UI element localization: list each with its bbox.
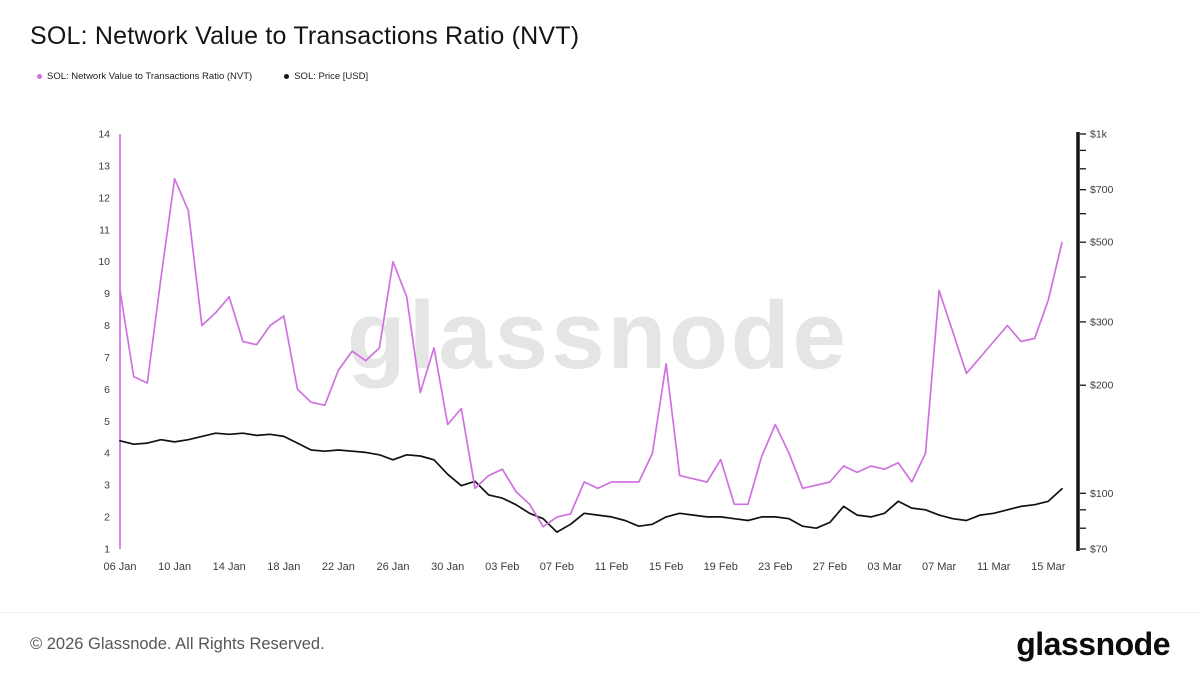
x-axis-tick-label: 11 Feb bbox=[595, 561, 628, 573]
right-axis-tick-label: $300 bbox=[1090, 316, 1114, 328]
x-axis-tick-label: 23 Feb bbox=[758, 561, 792, 573]
left-axis-tick-label: 11 bbox=[99, 224, 110, 236]
left-axis-tick-label: 10 bbox=[98, 256, 110, 268]
legend-item-price[interactable]: SOL: Price [USD] bbox=[284, 71, 368, 82]
left-axis-tick-label: 6 bbox=[104, 384, 110, 396]
x-axis-tick-label: 11 Mar bbox=[977, 561, 1011, 573]
left-axis-tick-label: 9 bbox=[104, 288, 110, 300]
legend-label-price: SOL: Price [USD] bbox=[294, 71, 369, 82]
left-axis-tick-label: 1 bbox=[104, 544, 110, 556]
right-axis-tick-label: $70 bbox=[1090, 544, 1108, 556]
nvt-series-line[interactable] bbox=[119, 177, 1063, 528]
legend-item-nvt[interactable]: SOL: Network Value to Transactions Ratio… bbox=[37, 71, 252, 82]
left-axis-tick-label: 2 bbox=[104, 512, 110, 524]
right-axis-tick-label: $500 bbox=[1090, 237, 1114, 249]
right-axis-tick-label: $700 bbox=[1090, 184, 1114, 196]
glassnode-watermark: glassnode bbox=[347, 282, 849, 389]
copyright-text: © 2026 Glassnode. All Rights Reserved. bbox=[30, 634, 325, 653]
legend-label-nvt: SOL: Network Value to Transactions Ratio… bbox=[47, 71, 253, 82]
x-axis-tick-label: 03 Feb bbox=[485, 561, 519, 573]
left-axis-tick-label: 14 bbox=[98, 129, 110, 141]
left-axis-tick-label: 8 bbox=[104, 320, 110, 332]
glassnode-logo: glassnode bbox=[1016, 625, 1170, 662]
right-axis-tick-label: $1k bbox=[1090, 129, 1108, 141]
left-axis-tick-label: 5 bbox=[104, 416, 110, 428]
x-axis-tick-label: 30 Jan bbox=[431, 561, 464, 573]
legend: SOL: Network Value to Transactions Ratio… bbox=[37, 71, 368, 82]
right-axis-tick-label: $200 bbox=[1090, 380, 1114, 392]
x-axis-tick-label: 15 Mar bbox=[1031, 561, 1066, 573]
x-axis-tick-label: 14 Jan bbox=[213, 561, 246, 573]
left-axis-tick-label: 4 bbox=[104, 448, 110, 460]
x-axis-tick-label: 19 Feb bbox=[704, 561, 738, 573]
right-axis-tick-label: $100 bbox=[1090, 488, 1114, 500]
left-axis-tick-label: 7 bbox=[104, 352, 110, 364]
x-axis-tick-label: 03 Mar bbox=[867, 561, 902, 573]
x-axis-tick-label: 10 Jan bbox=[158, 561, 191, 573]
x-axis-tick-label: 15 Feb bbox=[649, 561, 683, 573]
left-axis-tick-label: 12 bbox=[98, 192, 110, 204]
x-axis-tick-label: 18 Jan bbox=[267, 561, 300, 573]
x-axis-tick-label: 22 Jan bbox=[322, 561, 355, 573]
legend-dot-nvt-icon bbox=[37, 74, 42, 79]
x-axis-tick-label: 27 Feb bbox=[813, 561, 847, 573]
page-title: SOL: Network Value to Transactions Ratio… bbox=[30, 22, 580, 50]
legend-dot-price-icon bbox=[284, 74, 290, 79]
left-axis-tick-label: 3 bbox=[104, 480, 110, 492]
price-series-line[interactable] bbox=[119, 432, 1063, 533]
x-axis-tick-label: 07 Mar bbox=[922, 561, 957, 573]
x-axis-tick-label: 06 Jan bbox=[103, 561, 136, 573]
x-axis-tick-label: 07 Feb bbox=[540, 561, 574, 573]
x-axis-tick-label: 26 Jan bbox=[376, 561, 409, 573]
left-axis-tick-label: 13 bbox=[98, 160, 110, 172]
footer: © 2026 Glassnode. All Rights Reserved. g… bbox=[0, 612, 1200, 675]
